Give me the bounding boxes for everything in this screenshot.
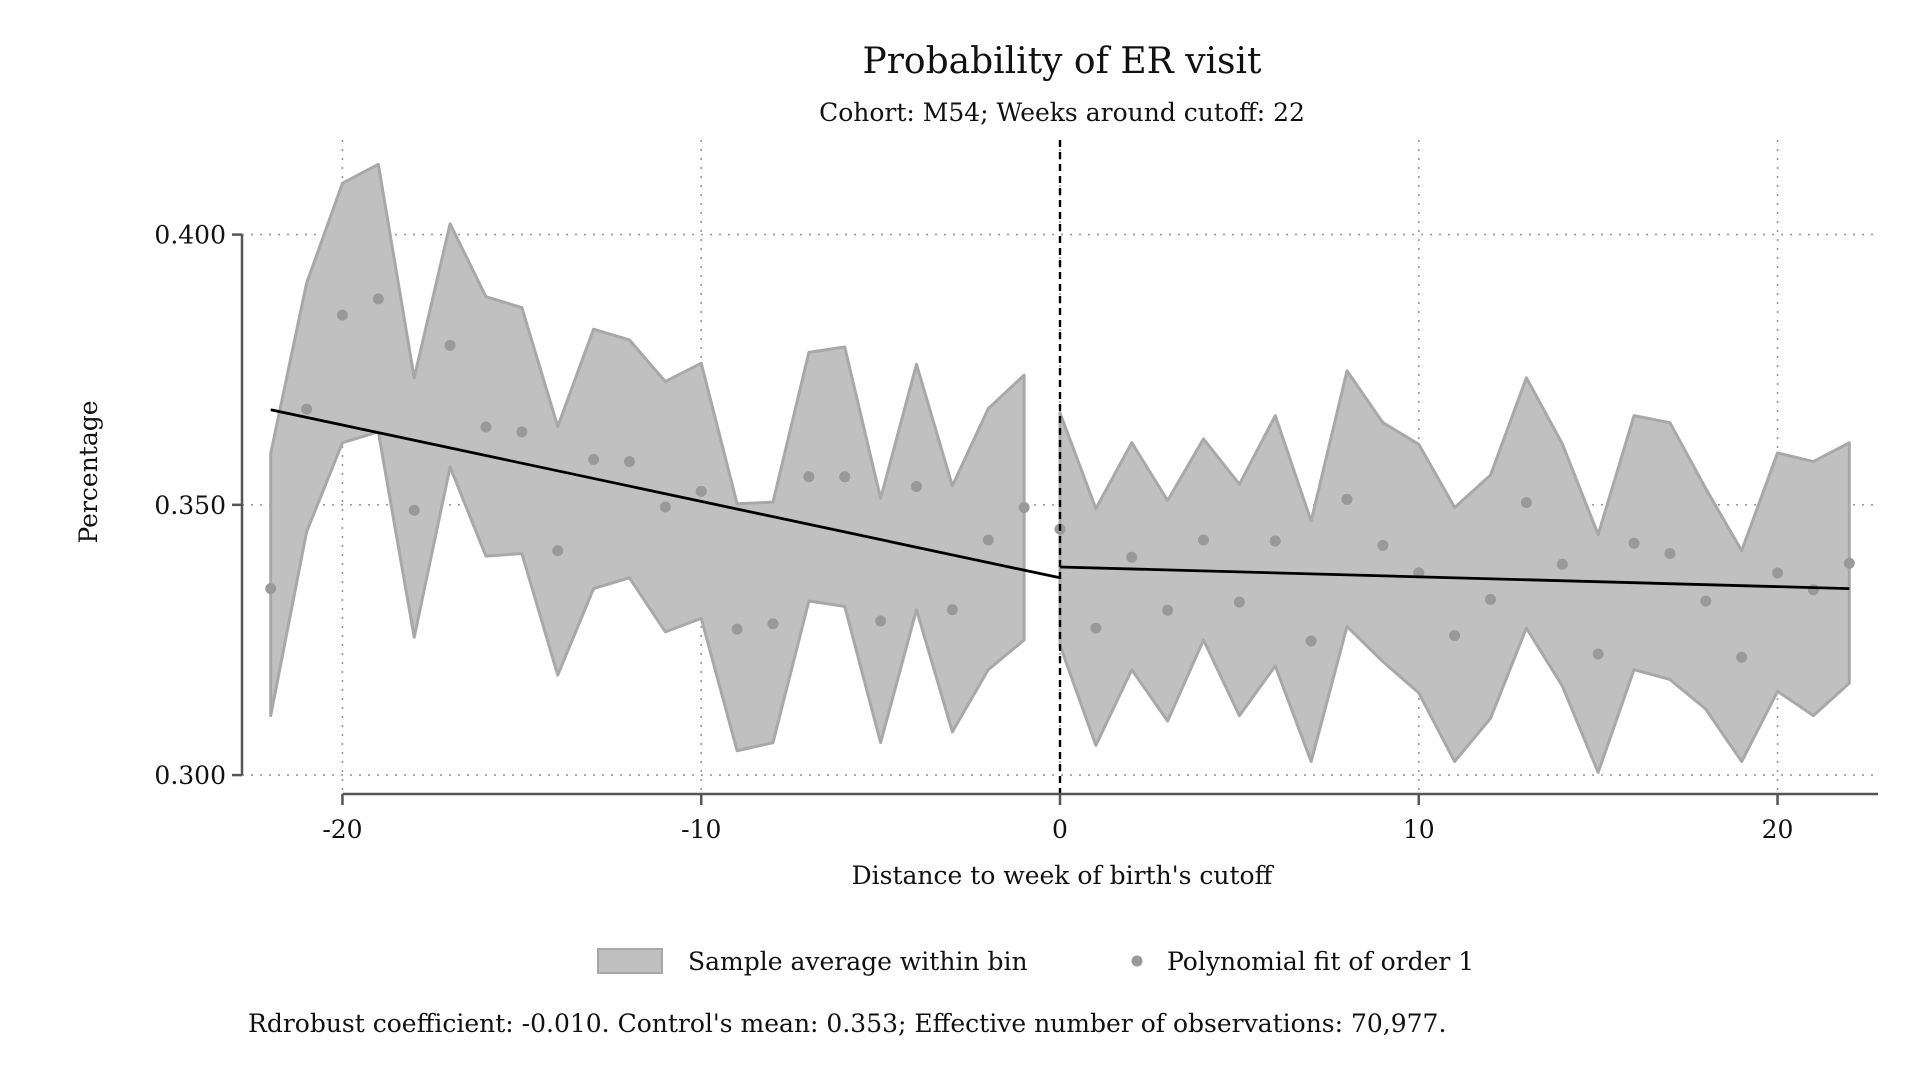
bin-point	[767, 618, 779, 630]
bin-point	[301, 403, 313, 415]
bin-point	[1520, 497, 1532, 509]
y-tick-label: 0.300	[154, 761, 226, 790]
chart-title: Probability of ER visit	[862, 41, 1262, 82]
bin-point	[1269, 535, 1281, 547]
x-axis-label: Distance to week of birth's cutoff	[852, 861, 1275, 890]
x-tick-label: 10	[1403, 815, 1435, 844]
bin-point	[336, 309, 348, 321]
bin-point	[1772, 567, 1784, 579]
x-tick-label: -20	[322, 815, 362, 844]
y-axis-label: Percentage	[74, 400, 103, 543]
legend: Sample average within bin Polynomial fit…	[597, 947, 1474, 976]
bin-point	[982, 534, 994, 546]
bin-point	[1628, 537, 1640, 549]
ci-band-1	[1058, 369, 1851, 774]
bin-point	[372, 293, 384, 305]
bin-point	[1807, 584, 1819, 596]
bin-point	[1305, 635, 1317, 647]
chart-note: Rdrobust coefficient: -0.010. Control's …	[248, 1009, 1446, 1038]
bin-point	[1341, 493, 1353, 505]
x-tick-label: 20	[1762, 815, 1794, 844]
bin-point	[480, 421, 492, 433]
bin-point	[695, 485, 707, 497]
bin-point	[552, 545, 564, 557]
plot-layer: 0.300 0.350 0.400 -20 -10 0 10 20	[154, 140, 1878, 844]
bin-point	[1198, 534, 1210, 546]
bin-point	[1485, 593, 1497, 605]
bin-point	[1449, 630, 1461, 642]
bin-point	[1233, 596, 1245, 608]
bin-point	[1843, 557, 1855, 569]
bin-point	[910, 480, 922, 492]
bin-point	[516, 426, 528, 438]
fit-line-0	[270, 408, 1061, 580]
bin-point	[1700, 595, 1712, 607]
bin-point	[408, 504, 420, 516]
chart-subtitle: Cohort: M54; Weeks around cutoff: 22	[819, 98, 1305, 127]
x-tick-label: 0	[1052, 815, 1068, 844]
bin-point	[839, 471, 851, 483]
fit-line-1	[1059, 565, 1850, 591]
bin-point	[1736, 651, 1748, 663]
bin-point	[946, 604, 958, 616]
y-tick-label: 0.350	[154, 491, 226, 520]
bin-point	[265, 583, 277, 595]
legend-label-band: Sample average within bin	[688, 947, 1028, 976]
y-tick-label: 0.400	[154, 221, 226, 250]
bin-point	[875, 615, 887, 627]
bin-point	[1377, 539, 1389, 551]
legend-swatch-points	[1131, 955, 1143, 967]
bin-point	[1162, 604, 1174, 616]
bin-point	[1556, 558, 1568, 570]
bin-point	[1126, 551, 1138, 563]
bin-point	[1664, 547, 1676, 559]
bin-point	[731, 623, 743, 635]
x-tick-label: -10	[681, 815, 721, 844]
bin-point	[1018, 502, 1030, 514]
legend-swatch-band	[597, 948, 663, 974]
bin-point	[803, 471, 815, 483]
bin-point	[1592, 648, 1604, 660]
bin-point	[1090, 622, 1102, 634]
ci-band-0	[269, 162, 1026, 753]
bin-point	[588, 453, 600, 465]
bin-point	[444, 339, 456, 351]
bin-point	[659, 501, 671, 513]
bin-point	[623, 456, 635, 468]
legend-label-points: Polynomial fit of order 1	[1167, 947, 1474, 976]
